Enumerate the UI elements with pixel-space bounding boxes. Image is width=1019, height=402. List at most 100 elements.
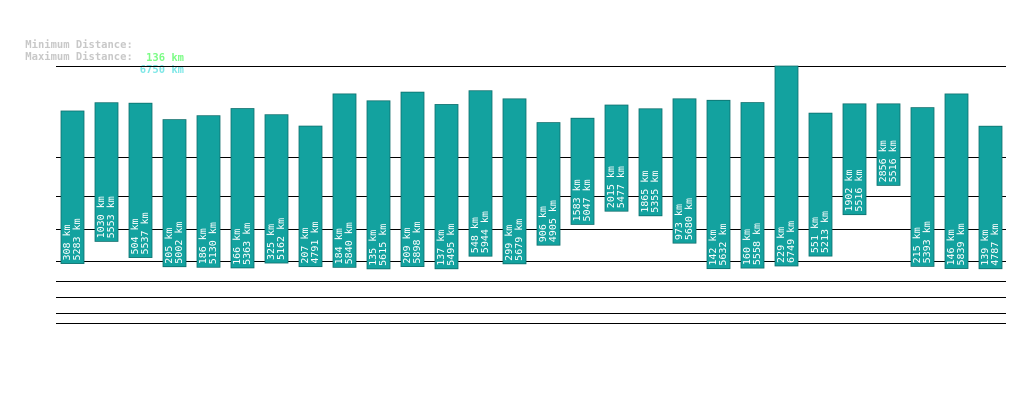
bar-max-label-25: 5516 km: [888, 140, 899, 182]
bar-max-label-2: 5553 km: [106, 196, 117, 238]
bar-12: [434, 104, 459, 270]
bar-1: [60, 110, 85, 264]
bar-26: [910, 107, 935, 267]
bar-max-label-21: 5558 km: [752, 223, 763, 265]
bar-max-label-13: 5944 km: [480, 211, 491, 253]
range-bar-2: 1030 km 5553 km: [94, 102, 119, 242]
range-bar-17: 2015 km 5477 km: [604, 104, 629, 212]
bar-min-label-13: 548 km: [470, 217, 481, 253]
bar-max-label-22: 6749 km: [786, 221, 797, 263]
bar-min-label-3: 504 km: [130, 218, 141, 254]
bar-min-label-19: 973 km: [674, 204, 685, 240]
bar-max-label-26: 5393 km: [922, 221, 933, 263]
bar-28: [978, 125, 1003, 270]
bar-17: [604, 104, 629, 212]
bar-9: [332, 93, 357, 268]
bar-2: [94, 102, 119, 242]
bar-min-label-18: 1865 km: [640, 171, 651, 213]
bar-11: [400, 91, 425, 267]
bar-min-label-10: 135 km: [368, 230, 379, 266]
range-bar-10: 135 km 5615 km: [366, 100, 391, 270]
bar-min-label-9: 184 km: [334, 228, 345, 264]
bar-3: [128, 102, 153, 258]
bar-8: [298, 125, 323, 268]
bar-10: [366, 100, 391, 270]
bar-min-label-16: 1583 km: [572, 179, 583, 221]
bar-20: [706, 99, 731, 270]
bar-max-label-3: 5537 km: [140, 212, 151, 254]
bar-max-label-7: 5162 km: [276, 218, 287, 260]
bar-max-label-10: 5615 km: [378, 224, 389, 266]
range-bar-16: 1583 km 5047 km: [570, 117, 595, 225]
bar-5: [196, 115, 221, 268]
bar-min-label-8: 207 km: [300, 228, 311, 264]
bar-max-label-28: 4787 km: [990, 224, 1001, 266]
bar-min-label-26: 215 km: [912, 227, 923, 263]
bar-max-label-16: 5047 km: [582, 179, 593, 221]
bar-min-label-21: 160 km: [742, 229, 753, 265]
bar-22: [774, 65, 799, 267]
bar-min-label-7: 325 km: [266, 224, 277, 260]
bar-max-label-24: 5516 km: [854, 170, 865, 212]
min-distance-value: 136 km: [146, 52, 184, 64]
bar-min-label-2: 1030 km: [96, 196, 107, 238]
bar-min-label-17: 2015 km: [606, 166, 617, 208]
bar-min-label-5: 186 km: [198, 228, 209, 264]
bar-min-label-15: 906 km: [538, 206, 549, 242]
bar-min-label-22: 229 km: [776, 227, 787, 263]
bar-max-label-18: 5355 km: [650, 171, 661, 213]
bar-24: [842, 103, 867, 216]
range-bar-24: 1902 km 5516 km: [842, 103, 867, 216]
range-bar-6: 166 km 5363 km: [230, 108, 255, 269]
bar-max-label-20: 5632 km: [718, 223, 729, 265]
bar-min-label-20: 142 km: [708, 230, 719, 266]
bar-max-label-19: 5680 km: [684, 198, 695, 240]
bar-16: [570, 117, 595, 225]
bar-min-label-24: 1902 km: [844, 170, 855, 212]
bar-max-label-12: 5495 km: [446, 224, 457, 266]
bar-max-label-23: 5213 km: [820, 211, 831, 253]
range-bar-4: 205 km 5002 km: [162, 119, 187, 268]
range-bar-25: 2856 km 5516 km: [876, 103, 901, 186]
bar-27: [944, 93, 969, 269]
bar-18: [638, 108, 663, 217]
bar-max-label-11: 5898 km: [412, 221, 423, 263]
bar-max-label-4: 5002 km: [174, 222, 185, 264]
range-bar-27: 146 km 5839 km: [944, 93, 969, 269]
bar-min-label-1: 308 km: [62, 224, 73, 260]
range-bar-20: 142 km 5632 km: [706, 99, 731, 270]
bar-max-label-27: 5839 km: [956, 223, 967, 265]
bar-7: [264, 114, 289, 264]
min-distance-label: Minimum Distance:: [25, 39, 133, 51]
range-bar-14: 299 km 5679 km: [502, 98, 527, 265]
bar-max-label-14: 5679 km: [514, 219, 525, 261]
bar-min-label-14: 299 km: [504, 225, 515, 261]
bar-14: [502, 98, 527, 265]
bar-25: [876, 103, 901, 186]
range-bar-12: 137 km 5495 km: [434, 104, 459, 270]
range-bar-9: 184 km 5840 km: [332, 93, 357, 268]
range-bar-15: 906 km 4905 km: [536, 122, 561, 246]
bar-max-label-15: 4905 km: [548, 200, 559, 242]
range-bar-21: 160 km 5558 km: [740, 102, 765, 269]
bar-min-label-6: 166 km: [232, 229, 243, 265]
bar-min-label-27: 146 km: [946, 229, 957, 265]
bar-13: [468, 90, 493, 257]
bars: 308 km 5283 km 1030 km 5553 km 504 km 5537 km…: [60, 65, 1003, 270]
bar-23: [808, 112, 833, 257]
bar-max-label-8: 4791 km: [310, 221, 321, 263]
bar-min-label-11: 209 km: [402, 227, 413, 263]
range-bar-26: 215 km 5393 km: [910, 107, 935, 267]
range-bar-13: 548 km 5944 km: [468, 90, 493, 257]
min-distance-row: Minimum Distance: 136 km: [0, 26, 184, 64]
range-bar-19: 973 km 5680 km: [672, 98, 697, 244]
bar-19: [672, 98, 697, 244]
bar-4: [162, 119, 187, 268]
range-bar-22: 229 km 6749 km: [774, 65, 799, 267]
range-bar-11: 209 km 5898 km: [400, 91, 425, 267]
bar-max-label-5: 5130 km: [208, 222, 219, 264]
bar-min-label-4: 205 km: [164, 228, 175, 264]
range-bar-23: 551 km 5213 km: [808, 112, 833, 257]
